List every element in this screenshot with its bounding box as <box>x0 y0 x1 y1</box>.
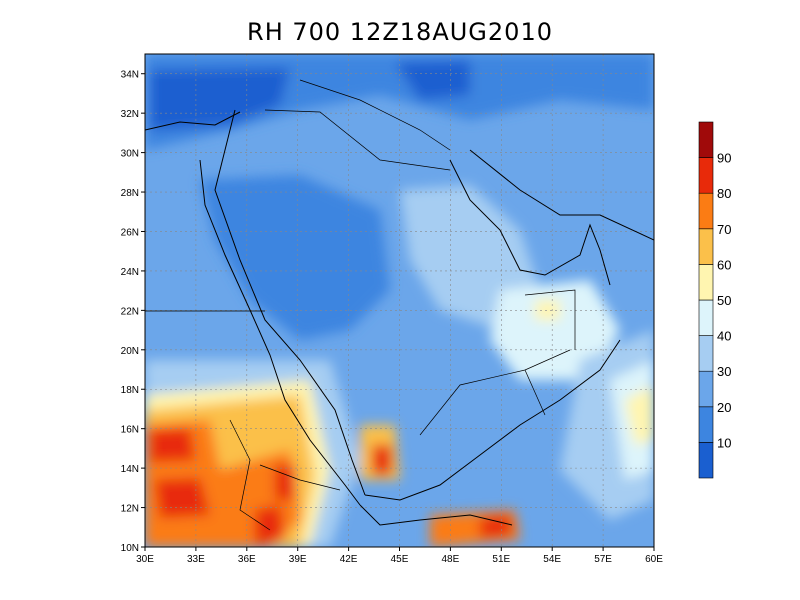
y-tick-label: 20N <box>121 346 139 357</box>
y-axis: 10N 12N 14N 16N 18N 20N 22N 24N 26N 28N 30N 32N 34N <box>121 70 145 554</box>
gulf-coast <box>449 159 611 286</box>
red-sea-west-coast <box>199 159 361 506</box>
arabian-south-coast <box>364 339 621 501</box>
colorbar-label: 10 <box>717 435 731 450</box>
x-tick-label: 48E <box>442 554 460 565</box>
region-oman-pale <box>490 280 620 380</box>
border-eritrea <box>259 464 341 491</box>
region-ethiopia-red <box>255 505 285 545</box>
x-tick-label: 39E <box>289 554 307 565</box>
x-tick-label: 60E <box>645 554 663 565</box>
y-tick-label: 10N <box>121 543 139 554</box>
colorbar-swatch <box>698 406 714 443</box>
y-tick-label: 12N <box>121 504 139 515</box>
plot-title: RH 700 12Z18AUG2010 <box>247 18 553 46</box>
x-tick-label: 30E <box>136 554 154 565</box>
country-borders <box>145 79 576 531</box>
region-yemen-red <box>372 445 392 475</box>
colorbar-swatch <box>698 335 714 372</box>
border-saudi-north <box>264 109 451 171</box>
region-north-darkest <box>150 68 290 130</box>
y-tick-label: 24N <box>121 267 139 278</box>
africa-horn-coast <box>359 504 513 526</box>
coastlines <box>145 109 654 526</box>
colorbar-label: 20 <box>717 400 731 415</box>
y-tick-label: 16N <box>121 425 139 436</box>
colorbar-swatch <box>698 442 714 479</box>
x-tick-label: 36E <box>238 554 256 565</box>
colorbar-swatch <box>698 264 714 301</box>
border-saudi-yemen <box>419 349 571 436</box>
colorbar: 10 20 30 40 50 60 70 80 90 <box>698 121 731 479</box>
colorbar-label: 70 <box>717 222 731 237</box>
colorbar-label: 60 <box>717 257 731 272</box>
x-axis: 30E 33E 36E 39E 42E 45E 48E 51E 54E 57E 60E <box>136 547 663 565</box>
y-tick-label: 34N <box>121 70 139 81</box>
y-tick-label: 26N <box>121 227 139 238</box>
grid-lines <box>145 54 654 547</box>
region-north-east-dark <box>395 60 470 100</box>
colorbar-label: 50 <box>717 293 731 308</box>
colorbar-label: 80 <box>717 186 731 201</box>
region-sudan-red <box>150 428 195 462</box>
colorbar-swatch <box>698 192 714 230</box>
y-tick-label: 32N <box>121 109 139 120</box>
colorbar-label: 90 <box>717 151 731 166</box>
x-tick-label: 51E <box>492 554 510 565</box>
y-tick-label: 22N <box>121 306 139 317</box>
region-sea-yellow <box>625 385 654 445</box>
colorbar-swatch <box>698 228 714 265</box>
border-iraq <box>299 79 451 151</box>
y-tick-label: 30N <box>121 149 139 160</box>
y-tick-label: 18N <box>121 385 139 396</box>
colorbar-label: 30 <box>717 364 731 379</box>
border-yemen-oman <box>524 369 546 416</box>
region-africa-red-2 <box>155 478 210 518</box>
x-tick-label: 57E <box>594 554 612 565</box>
colorbar-label: 40 <box>717 329 731 344</box>
y-tick-label: 28N <box>121 188 139 199</box>
region-ethiopia-red-2 <box>275 465 295 500</box>
region-oman-yellow <box>535 300 560 320</box>
mediterranean-coast <box>145 111 241 131</box>
x-tick-label: 54E <box>543 554 561 565</box>
iran-coast <box>469 149 654 241</box>
x-tick-label: 42E <box>340 554 358 565</box>
colorbar-swatch <box>698 121 714 158</box>
border-sudan-ethiopia <box>229 419 271 531</box>
x-tick-label: 45E <box>391 554 409 565</box>
y-tick-label: 14N <box>121 464 139 475</box>
red-sea-east-coast <box>214 109 366 496</box>
colorbar-swatch <box>698 157 714 194</box>
x-tick-label: 33E <box>187 554 205 565</box>
border-saudi-oman <box>524 289 576 350</box>
region-arabia-mid <box>200 175 390 340</box>
colorbar-swatch <box>698 299 714 336</box>
region-aden-red <box>480 515 512 538</box>
colorbar-swatch <box>698 370 714 408</box>
